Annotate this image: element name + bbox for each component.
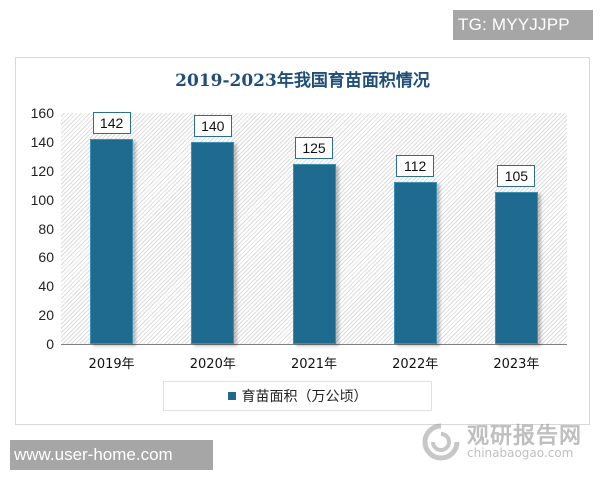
watermark: 观研报告网 chinabaogao.com (421, 418, 596, 468)
y-tick-label: 160 (30, 105, 54, 121)
data-label: 105 (497, 165, 536, 188)
watermark-domain: chinabaogao.com (467, 446, 574, 460)
y-tick-label: 0 (46, 336, 54, 352)
website-badge: www.user-home.com (10, 440, 213, 470)
data-label: 142 (92, 111, 131, 134)
bar (292, 163, 336, 344)
x-axis-line (61, 344, 567, 345)
bar (191, 141, 235, 344)
x-tick-label: 2020年 (189, 357, 236, 372)
bar (90, 138, 134, 344)
bar (393, 182, 437, 344)
x-tick-label: 2023年 (493, 357, 540, 372)
y-tick-label: 60 (38, 249, 54, 266)
x-tick-label: 2021年 (290, 357, 338, 372)
legend-label: 育苗面积（万公顷） (241, 389, 368, 405)
chart-title: 2019-2023年我国育苗面积情况 (175, 71, 430, 91)
data-label: 140 (193, 114, 232, 137)
bar (494, 192, 538, 344)
chart-card: 2019-2023年我国育苗面积情况 0 20 40 60 80 100 120 140 160… (15, 57, 590, 461)
data-label: 112 (396, 155, 435, 178)
y-tick-label: 80 (38, 220, 54, 237)
x-tick-label: 2019年 (88, 357, 135, 372)
watermark-name: 观研报告网 (467, 424, 583, 449)
y-tick-label: 140 (30, 133, 54, 150)
data-label: 125 (295, 136, 333, 159)
y-tick-label: 40 (38, 278, 54, 295)
swirl-logo-icon (422, 423, 460, 461)
y-tick-label: 20 (38, 307, 54, 324)
legend: 育苗面积（万公顷） (163, 381, 432, 411)
y-tick-label: 120 (30, 162, 54, 179)
x-tick-label: 2022年 (392, 357, 439, 372)
legend-swatch-icon (227, 392, 236, 400)
tg-badge: TG: MYYJJPP (453, 10, 593, 40)
y-tick-label: 100 (30, 191, 54, 208)
